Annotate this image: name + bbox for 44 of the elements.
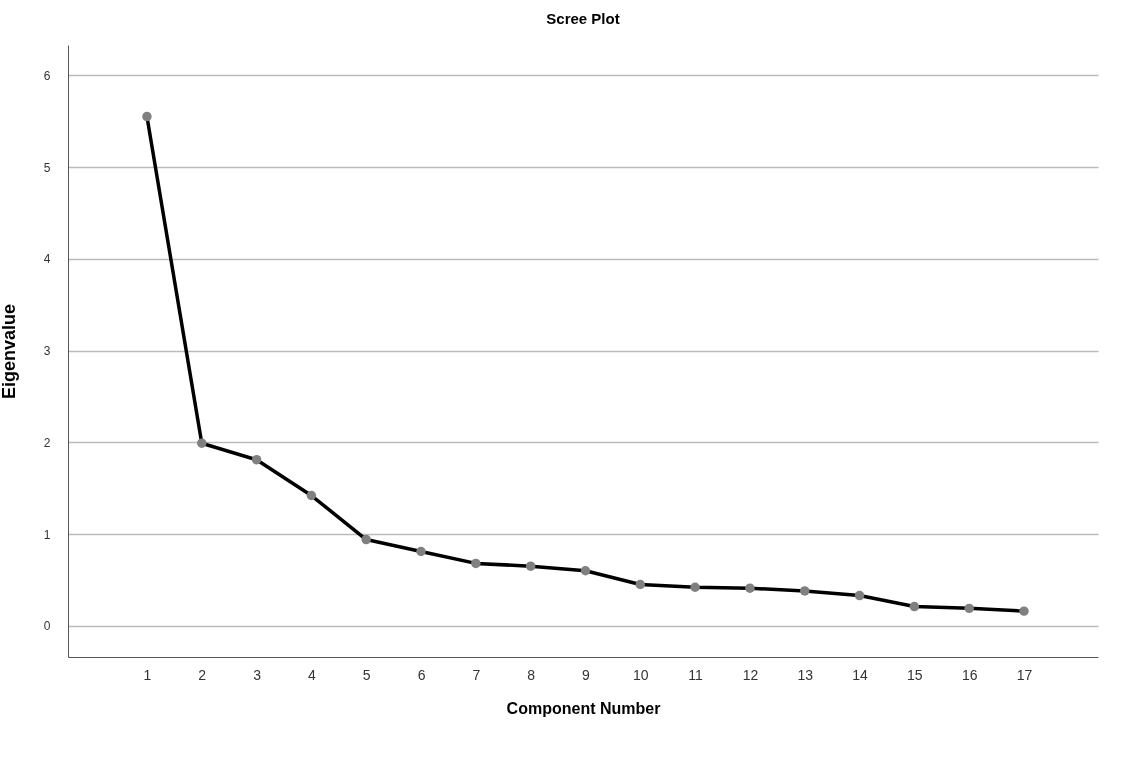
x-tick-label: 13 bbox=[797, 666, 814, 683]
point bbox=[142, 111, 152, 122]
x-tick-label: 9 bbox=[582, 666, 591, 683]
x-tick-label: 7 bbox=[472, 666, 481, 683]
x-tick-label: 6 bbox=[417, 666, 426, 683]
point bbox=[525, 561, 536, 571]
x-tick-label: 12 bbox=[742, 666, 759, 683]
x-tick-label: 16 bbox=[961, 666, 978, 683]
y-tick-label: 2 bbox=[43, 435, 51, 450]
y-tick-label: 1 bbox=[43, 527, 51, 542]
x-tick-label: 3 bbox=[253, 666, 262, 683]
point bbox=[306, 490, 317, 501]
point bbox=[580, 566, 591, 576]
x-tick-label: 14 bbox=[852, 666, 869, 683]
x-tick-label: 2 bbox=[198, 666, 207, 683]
y-tick-label: 5 bbox=[43, 160, 51, 175]
point bbox=[964, 603, 974, 614]
chart-title: Scree Plot bbox=[546, 10, 620, 27]
point bbox=[635, 579, 646, 590]
y-tick-label: 4 bbox=[43, 252, 51, 267]
x-tick-label: 10 bbox=[632, 666, 649, 683]
point bbox=[799, 586, 810, 596]
x-tick-label: 4 bbox=[307, 666, 316, 683]
x-tick-label: 15 bbox=[907, 666, 923, 683]
x-tick-label: 8 bbox=[527, 666, 536, 683]
point bbox=[251, 454, 262, 465]
x-axis-title: Component Number bbox=[506, 699, 661, 717]
point bbox=[1019, 606, 1029, 616]
point bbox=[745, 583, 755, 593]
point bbox=[690, 582, 700, 592]
point bbox=[909, 601, 920, 612]
point bbox=[471, 558, 481, 569]
x-tick-label: 1 bbox=[143, 666, 152, 683]
point bbox=[416, 546, 426, 557]
y-tick-label: 3 bbox=[43, 344, 51, 359]
x-tick-label: 5 bbox=[362, 666, 371, 683]
y-tick-label: 0 bbox=[43, 619, 51, 634]
point bbox=[854, 590, 865, 601]
x-tick-label: 17 bbox=[1016, 666, 1033, 683]
x-tick-label: 11 bbox=[688, 666, 704, 683]
point bbox=[197, 438, 207, 448]
y-tick-label: 6 bbox=[43, 68, 51, 83]
point bbox=[361, 534, 371, 545]
y-axis-title: Eigenvalue bbox=[0, 303, 19, 400]
